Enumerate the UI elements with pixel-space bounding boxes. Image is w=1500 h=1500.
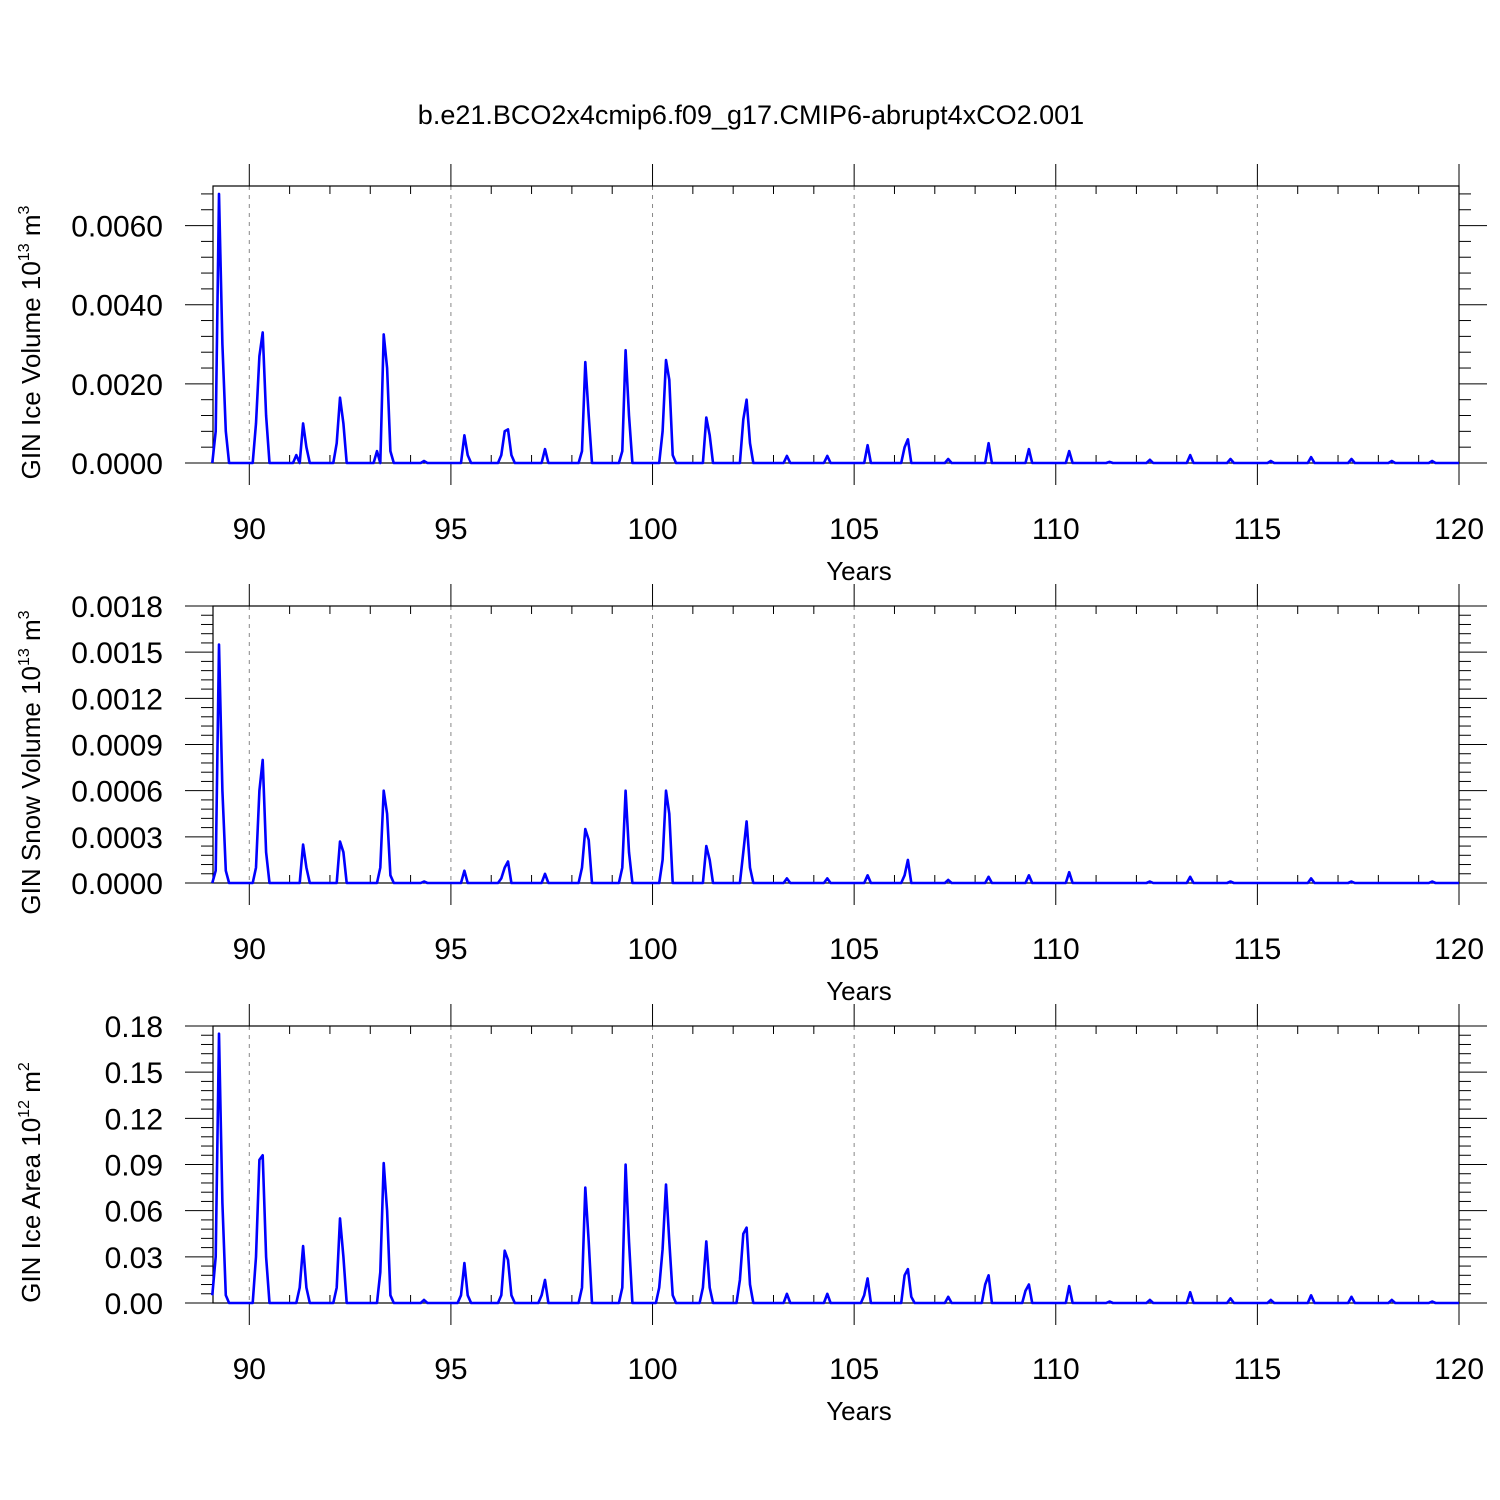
plot-frame	[212, 185, 1460, 464]
y-tick-label: 0.06	[105, 1196, 163, 1229]
y-tick-label: 0.0009	[71, 730, 163, 763]
x-tick-label: 105	[829, 1353, 879, 1386]
y-tick-label: 0.0018	[71, 591, 163, 624]
y-tick-label: 0.0000	[71, 448, 163, 481]
y-axis-label: GIN Ice Area 1012 m2	[16, 1062, 46, 1303]
series-line-1	[211, 643, 1459, 885]
y-tick-label: 0.0060	[71, 211, 163, 244]
plot-frame	[212, 605, 1460, 884]
figure-title: b.e21.BCO2x4cmip6.f09_g17.CMIP6-abrupt4x…	[418, 100, 1084, 130]
y-tick-label: 0.15	[105, 1057, 163, 1090]
x-axis-label: Years	[826, 1396, 892, 1426]
y-axis-label: GIN Snow Volume 1013 m3	[16, 610, 46, 914]
x-tick-label: 95	[434, 1353, 467, 1386]
chart-panels: 90 95 100 105 110 115 120 0.0000 0.0020 0.0040 0.0…	[16, 164, 1487, 1426]
series-line-1	[211, 1032, 1459, 1305]
y-tick-label: 0.0003	[71, 822, 163, 855]
x-tick-label: 115	[1233, 513, 1281, 546]
y-tick-label: 0.09	[105, 1150, 163, 1183]
x-tick-label: 90	[233, 933, 266, 966]
y-tick-label: 0.0015	[71, 637, 163, 670]
chart-panel-2: 90 95 100 105 110 115 120 0.0000 0.0003 0.0006 0.0…	[16, 584, 1487, 1006]
x-tick-label: 105	[829, 513, 879, 546]
y-tick-label: 0.03	[105, 1242, 163, 1275]
chart-panel-3: 90 95 100 105 110 115 120 0.00 0.03 0.06 0.09 0.12 0…	[16, 1004, 1487, 1426]
x-tick-label: 100	[627, 933, 677, 966]
x-tick-label: 90	[233, 513, 266, 546]
y-tick-label: 0.0000	[71, 868, 163, 901]
x-tick-label: 100	[627, 1353, 677, 1386]
y-tick-label: 0.0012	[71, 683, 163, 716]
x-tick-label: 95	[434, 933, 467, 966]
x-tick-label: 90	[233, 1353, 266, 1386]
plot-frame	[212, 1025, 1460, 1304]
x-axis-label: Years	[826, 976, 892, 1006]
x-tick-label: 95	[434, 513, 467, 546]
y-tick-label: 0.12	[105, 1103, 163, 1136]
y-axis-label: GIN Ice Volume 1013 m3	[16, 205, 46, 479]
y-tick-label: 0.0040	[71, 290, 163, 323]
x-tick-label: 105	[829, 933, 879, 966]
x-tick-label: 100	[627, 513, 677, 546]
x-tick-label: 115	[1233, 1353, 1281, 1386]
y-tick-label: 0.0020	[71, 369, 163, 402]
chart-panel-1: 90 95 100 105 110 115 120 0.0000 0.0020 0.0040 0.0…	[16, 164, 1487, 586]
series-line-1	[211, 192, 1459, 465]
x-tick-label: 115	[1233, 933, 1281, 966]
x-axis-label: Years	[826, 556, 892, 586]
y-tick-label: 0.0006	[71, 776, 163, 809]
x-tick-label: 110	[1032, 513, 1080, 546]
x-tick-label: 120	[1434, 1353, 1484, 1386]
x-tick-label: 120	[1434, 933, 1484, 966]
y-tick-label: 0.00	[105, 1288, 163, 1321]
x-tick-label: 110	[1032, 933, 1080, 966]
x-tick-label: 120	[1434, 513, 1484, 546]
y-tick-label: 0.18	[105, 1011, 163, 1044]
x-tick-label: 110	[1032, 1353, 1080, 1386]
